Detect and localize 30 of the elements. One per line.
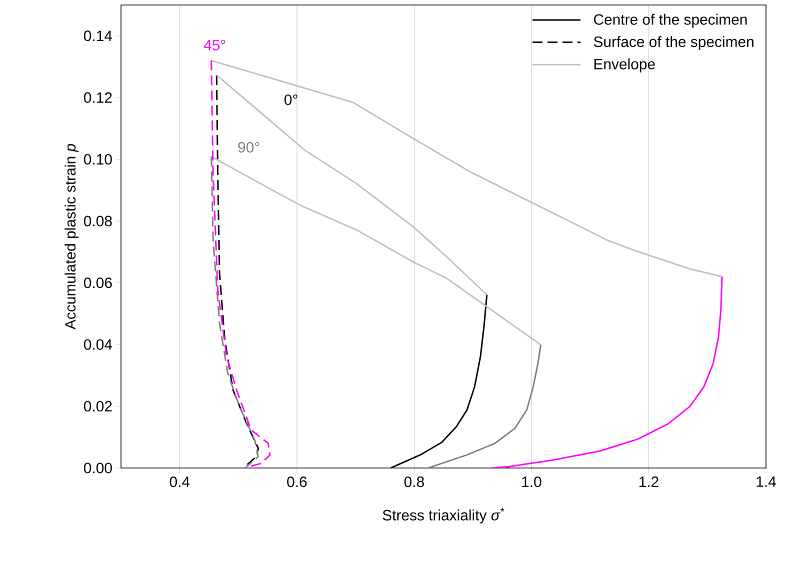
x-tick-label: 0.4 [170, 476, 190, 488]
line-series [210, 60, 723, 278]
annotation: 0° [284, 94, 298, 106]
y-tick-label: 0.14 [84, 30, 112, 42]
line-series [428, 344, 542, 468]
x-tick-label: 0.8 [404, 476, 424, 488]
y-axis-title: Accumulated plastic strain p [64, 144, 79, 330]
y-tick-label: 0.00 [84, 462, 112, 474]
line-series [216, 74, 259, 468]
line-series [210, 156, 259, 468]
line-series [216, 74, 488, 296]
y-tick-label: 0.02 [84, 400, 112, 412]
y-tick-label: 0.08 [84, 216, 112, 226]
x-tick-label: 0.6 [287, 476, 307, 488]
y-tick-label: 0.12 [84, 92, 112, 103]
legend-label: Surface of the specimen [594, 36, 754, 50]
x-tick-label: 1.0 [522, 476, 542, 488]
line-series [210, 156, 542, 346]
x-axis-title: Stress triaxiality σ$^{*}$ [382, 508, 504, 524]
y-tick-label: 0.10 [84, 154, 112, 165]
line-series [490, 276, 723, 468]
x-tick-label: 1.4 [756, 476, 776, 487]
annotation: 45° [204, 40, 226, 50]
y-tick-label: 0.04 [84, 339, 112, 350]
line-series [210, 60, 271, 468]
y-tick-label: 0.06 [84, 277, 112, 288]
annotation: 90° [238, 142, 260, 153]
legend-label: Envelope [594, 58, 655, 72]
x-tick-label: 1.2 [639, 476, 658, 487]
legend-label: Centre of the specimen [594, 14, 747, 28]
